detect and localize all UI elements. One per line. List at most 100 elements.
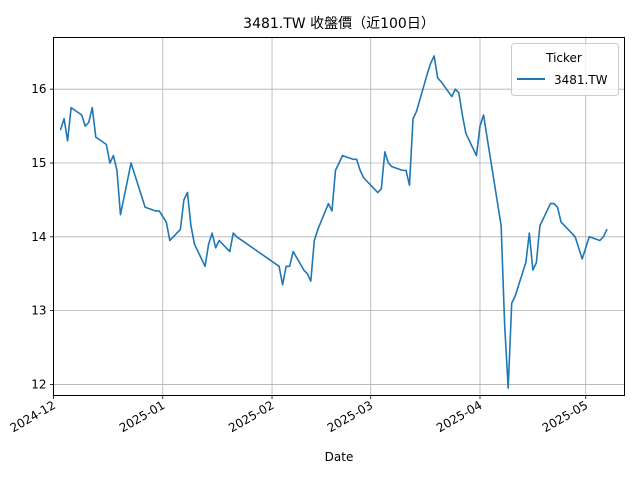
data-point [465,132,467,135]
data-point [500,225,502,227]
data-point [401,169,404,171]
data-point [179,228,181,231]
data-point [130,162,132,164]
data-point [437,77,439,79]
data-point [105,143,107,146]
data-point [158,210,160,212]
data-point [380,188,382,190]
data-point [475,155,478,157]
data-point [581,258,583,260]
data-point [535,262,537,264]
data-point [59,129,62,131]
data-point [334,169,337,171]
data-point [215,247,217,249]
data-point [141,195,143,197]
data-point [578,247,580,249]
y-tick-label: 16 [31,82,46,96]
data-point [232,232,234,234]
data-point [430,62,432,64]
data-point [95,136,97,138]
data-point [482,114,485,116]
data-point [602,236,604,238]
data-point [169,239,171,242]
data-point [563,225,566,227]
data-point [454,88,456,90]
data-point [317,228,319,231]
series-layer [59,55,608,389]
y-axis: 12 13 14 15 16 [31,82,54,391]
legend-entry: 3481.TW [554,73,608,87]
data-point [606,228,608,231]
data-point [204,265,206,267]
data-point [426,73,428,76]
data-point [81,114,83,116]
data-point [327,202,330,205]
data-point [387,162,389,164]
data-point [88,121,90,123]
data-point [193,243,196,245]
data-point [415,110,418,112]
data-point [384,151,386,153]
data-point [229,250,231,253]
data-point [341,155,344,157]
y-tick-label: 14 [31,230,46,244]
data-point [70,107,72,109]
data-point [306,273,308,275]
data-point [133,173,136,175]
y-tick-label: 15 [31,156,46,170]
data-point [356,158,358,160]
data-point [137,184,139,186]
data-point [211,232,213,234]
data-point [186,191,189,194]
data-point [599,239,601,242]
data-point [67,140,69,142]
data-point [556,206,559,208]
data-point [539,225,541,227]
data-point [363,177,365,179]
legend-title: Ticker [545,51,582,65]
data-point [574,236,576,238]
legend-box [511,43,619,96]
data-point [451,95,453,98]
chart-title: 3481.TW 收盤價（近100日） [243,15,435,32]
data-point [405,169,407,171]
data-point [479,125,481,127]
data-point [183,199,185,201]
data-point [458,92,460,94]
data-point [377,191,379,194]
data-point [560,221,562,223]
data-point [282,284,284,286]
data-point [408,184,411,186]
data-point [525,262,527,264]
data-point [331,210,333,212]
data-point [433,55,435,57]
data-point [116,169,118,171]
data-point [84,125,86,127]
data-point [514,295,516,297]
legend: Ticker 3481.TW [511,43,619,96]
data-point [303,269,305,271]
data-point [511,302,513,304]
data-point [91,107,93,109]
data-point [532,269,534,271]
data-point [412,118,414,120]
data-point [440,81,442,83]
y-tick-label: 12 [31,377,46,391]
data-point [588,236,590,238]
data-point [285,265,287,267]
data-point [338,162,340,164]
data-point [207,243,210,245]
data-point [310,280,312,282]
data-point [109,162,111,164]
data-point [549,202,552,205]
data-point [504,324,506,326]
data-point [292,250,294,253]
data-point [63,118,65,120]
plot-frame [53,37,625,396]
data-point [528,232,530,234]
data-point [144,206,146,208]
data-point [236,236,238,238]
data-point [155,210,157,212]
data-point [190,225,192,227]
